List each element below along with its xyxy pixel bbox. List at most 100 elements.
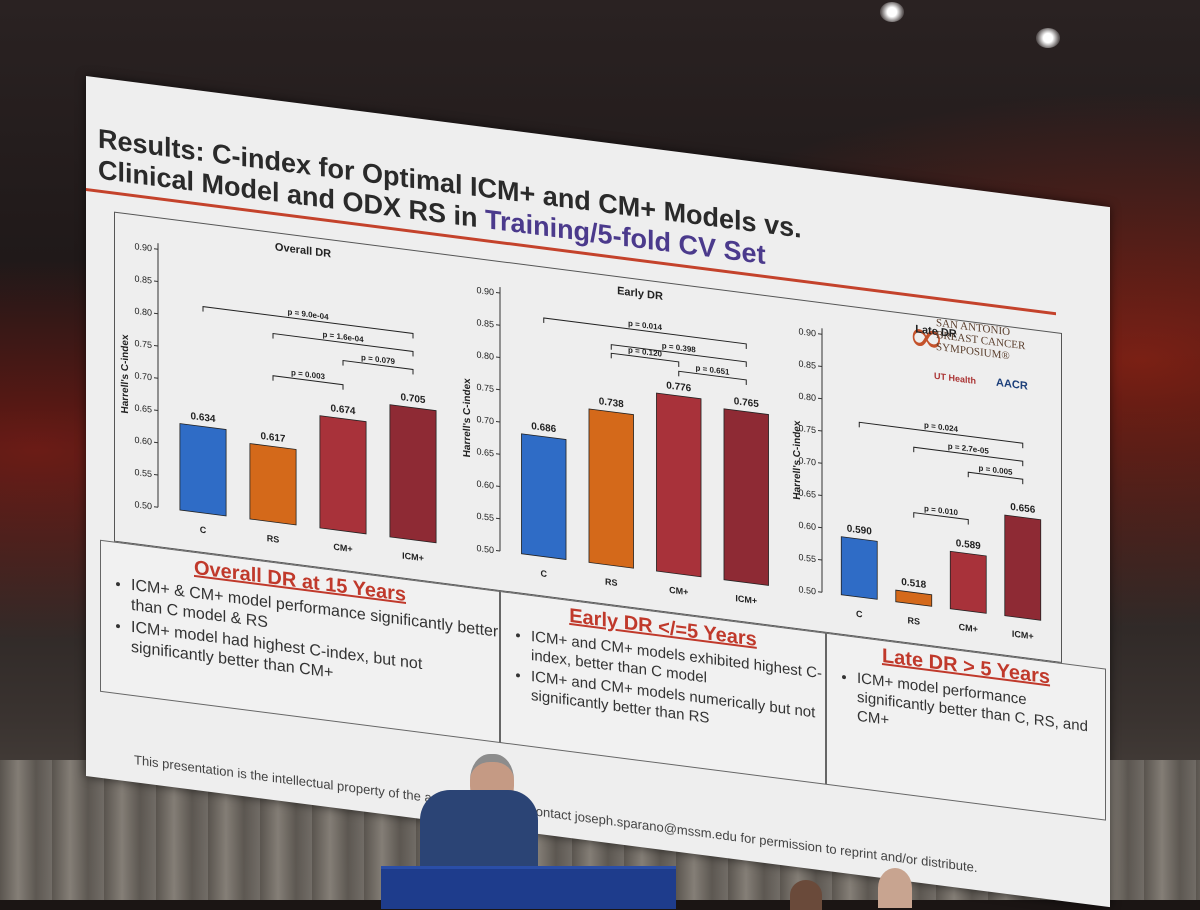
bar-c (521, 433, 567, 560)
y-tick-mark (154, 377, 158, 379)
significance-bracket (610, 344, 747, 367)
significance-bracket (610, 352, 680, 367)
podium (381, 866, 676, 909)
bar-icm-plus (1004, 514, 1042, 621)
y-tick-mark (496, 485, 500, 488)
y-tick-label: 0.90 (799, 326, 816, 338)
bar-value-label: 0.776 (666, 380, 691, 394)
p-value-label: p = 0.398 (662, 341, 696, 354)
x-tick-label: RS (605, 577, 617, 589)
x-tick-label: RS (267, 533, 279, 545)
significance-bracket (913, 446, 1024, 467)
p-value-label: p = 0.003 (291, 368, 325, 381)
y-tick-mark (154, 344, 158, 347)
y-tick-mark (154, 473, 158, 476)
panelist (790, 880, 822, 910)
bar-value-label: 0.590 (847, 523, 872, 537)
bar-c (179, 423, 227, 517)
y-tick-mark (818, 333, 822, 335)
y-tick-mark (818, 365, 822, 368)
x-tick-label: CM+ (959, 622, 978, 634)
bar-rs (249, 443, 297, 526)
significance-bracket (543, 317, 747, 349)
chart-title: Early DR (617, 285, 663, 303)
x-tick-label: CM+ (669, 585, 688, 597)
y-tick-label: 0.60 (799, 520, 816, 532)
bar-value-label: 0.617 (260, 431, 285, 445)
y-tick-label: 0.85 (799, 359, 816, 371)
y-tick-mark (496, 324, 500, 326)
significance-bracket (967, 471, 1024, 485)
y-tick-label: 0.85 (477, 317, 494, 329)
y-tick-label: 0.55 (477, 511, 494, 523)
stage-light (1036, 28, 1060, 48)
y-tick-label: 0.75 (799, 423, 816, 435)
x-tick-label: C (200, 525, 207, 536)
y-tick-mark (818, 494, 822, 497)
y-tick-mark (818, 462, 822, 464)
y-tick-label: 0.65 (799, 488, 816, 500)
y-tick-label: 0.55 (135, 467, 152, 479)
p-value-label: p = 0.079 (361, 353, 395, 366)
y-tick-label: 0.90 (135, 241, 152, 253)
y-tick-label: 0.60 (477, 479, 494, 491)
y-tick-mark (818, 526, 822, 529)
y-tick-mark (818, 430, 822, 432)
y-tick-mark (818, 397, 822, 400)
significance-bracket (272, 375, 344, 390)
bar-value-label: 0.705 (400, 392, 425, 406)
projection-screen: Results: C-index for Optimal ICM+ and CM… (86, 76, 1110, 908)
y-tick-mark (154, 248, 158, 250)
p-value-label: p = 0.024 (924, 421, 958, 434)
significance-bracket (272, 332, 414, 357)
bar-value-label: 0.765 (734, 396, 759, 410)
bar-cm-plus (949, 550, 987, 614)
y-tick-mark (154, 506, 158, 508)
significance-bracket (342, 359, 414, 375)
bar-cm-plus (319, 415, 367, 535)
p-value-label: p = 0.651 (696, 363, 730, 376)
p-value-label: p = 0.010 (924, 504, 958, 517)
y-tick-label: 0.50 (799, 584, 816, 596)
y-tick-label: 0.60 (135, 435, 152, 447)
bar-cm-plus (656, 392, 702, 578)
bar-icm-plus (723, 408, 769, 586)
p-value-label: p = 0.120 (628, 345, 662, 358)
chart-late-dr: Late DR Harrell's C-index 0.50 0.55 0.60 0.65… (792, 323, 1042, 642)
y-tick-mark (818, 559, 822, 561)
y-tick-label: 0.65 (477, 446, 494, 458)
bar-icm-plus (389, 404, 437, 544)
y-tick-mark (496, 421, 500, 423)
chart-early-dr: Early DR Harrell's C-index 0.50 0.55 0.60 0.6… (462, 285, 769, 606)
x-tick-label: C (856, 609, 863, 620)
y-tick-label: 0.70 (799, 455, 816, 467)
speaker (420, 790, 538, 870)
significance-bracket (913, 512, 969, 525)
bar-value-label: 0.518 (901, 577, 926, 591)
y-tick-mark (496, 388, 500, 391)
y-tick-mark (496, 453, 500, 455)
y-tick-label: 0.90 (477, 285, 494, 297)
y-tick-label: 0.80 (477, 350, 494, 362)
y-tick-mark (818, 591, 822, 593)
x-tick-label: CM+ (333, 542, 352, 554)
y-tick-label: 0.80 (799, 391, 816, 403)
x-tick-label: ICM+ (735, 593, 757, 606)
y-tick-label: 0.50 (135, 499, 152, 511)
x-tick-label: ICM+ (1012, 629, 1034, 642)
y-axis-label: Harrell's C-index (792, 420, 803, 501)
y-tick-label: 0.75 (477, 382, 494, 394)
bar-value-label: 0.674 (330, 403, 355, 417)
x-tick-label: ICM+ (402, 551, 424, 564)
chart-title: Late DR (915, 323, 957, 340)
y-tick-label: 0.55 (799, 552, 816, 564)
stage-light (880, 2, 904, 22)
x-tick-label: RS (908, 615, 920, 627)
y-tick-label: 0.70 (135, 370, 152, 382)
bar-value-label: 0.589 (956, 538, 981, 552)
significance-bracket (202, 306, 414, 339)
y-axis-label: Harrell's C-index (462, 377, 473, 458)
y-tick-mark (496, 517, 500, 520)
significance-bracket (858, 421, 1024, 449)
y-tick-label: 0.80 (135, 306, 152, 318)
